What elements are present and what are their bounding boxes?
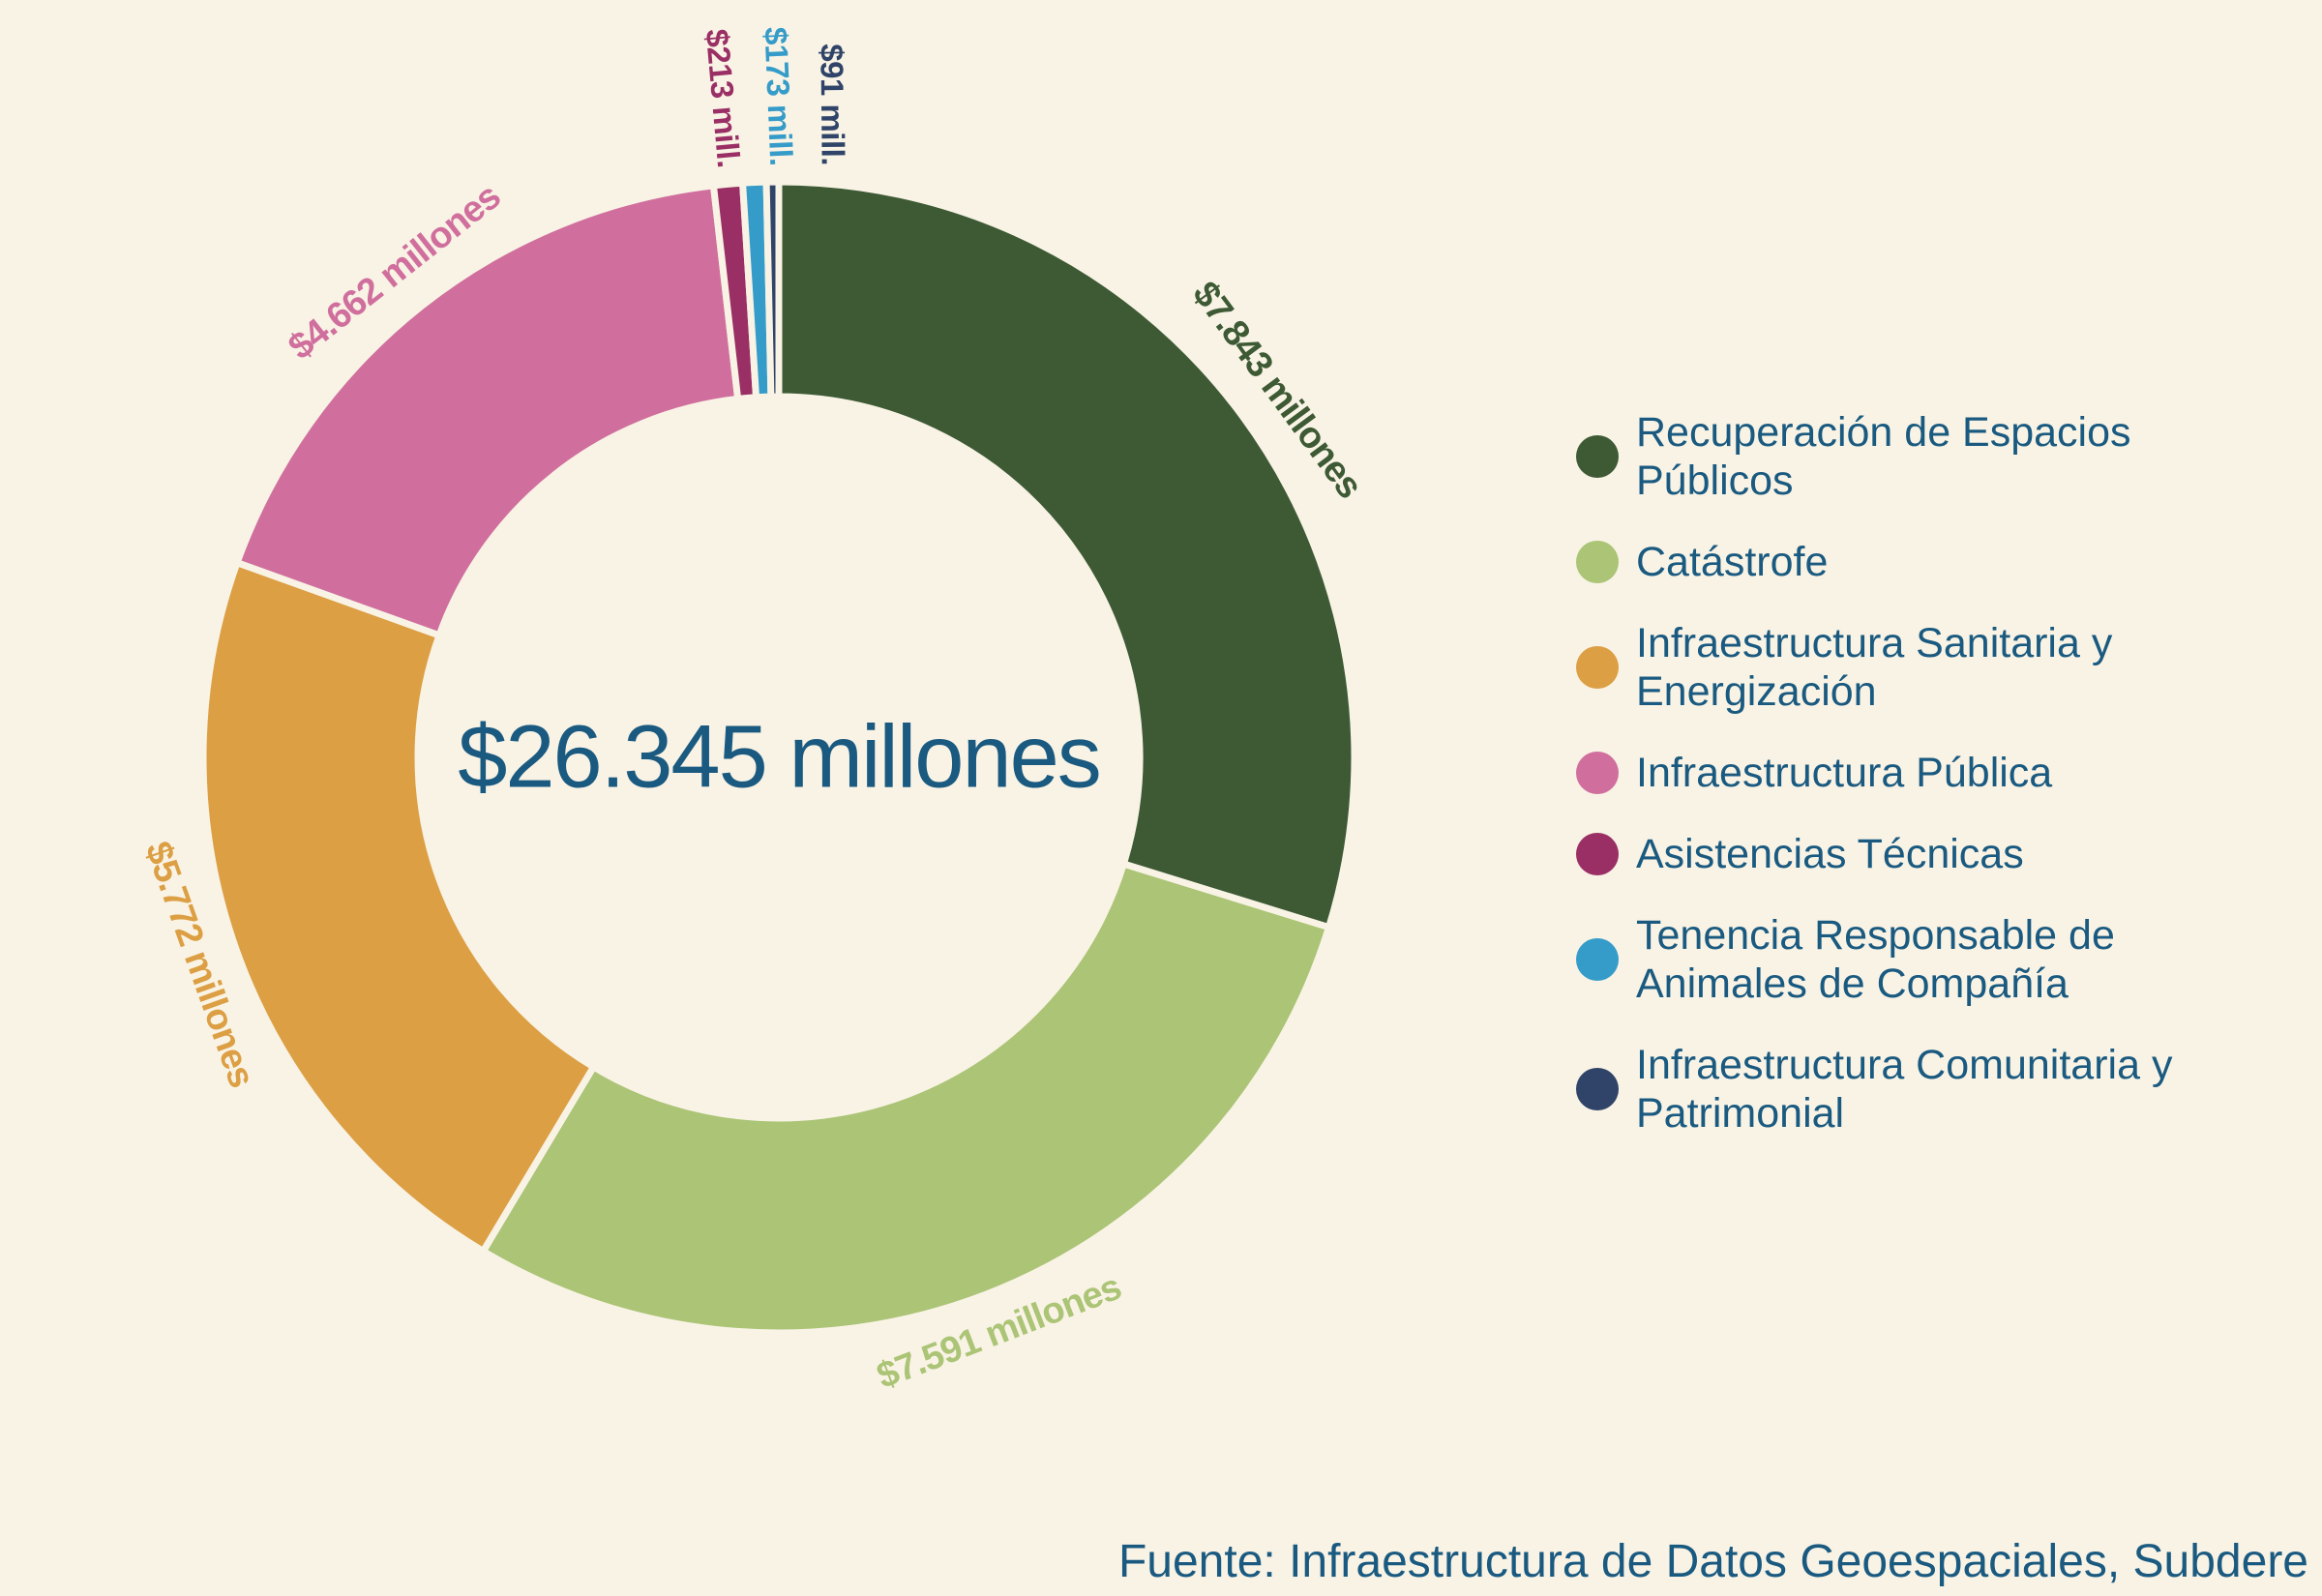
donut-slice-1 <box>479 860 1332 1337</box>
legend-item-2: Infraestructura Sanitaria y Energización <box>1576 619 2215 716</box>
donut-center-total: $26.345 millones <box>458 707 1102 807</box>
legend-item-6: Infraestructura Comunitaria y Patrimonia… <box>1576 1041 2215 1138</box>
legend-dot-3 <box>1576 752 1619 794</box>
source-note: Fuente: Infraestructura de Datos Geoespa… <box>1117 1536 2308 1587</box>
donut-slice-0 <box>775 178 1358 931</box>
legend-label-2: Infraestructura Sanitaria y Energización <box>1636 620 2113 715</box>
legend-dot-2 <box>1576 646 1619 689</box>
legend-item-3: Infraestructura Pública <box>1576 749 2215 797</box>
legend-item-0: Recuperación de Espacios Públicos <box>1576 408 2215 505</box>
legend-label-5: Tenencia Responsable de Animales de Comp… <box>1636 912 2115 1007</box>
slice-value-label-5: $173 mill. <box>758 26 799 166</box>
donut-slice-6 <box>762 178 783 400</box>
legend-dot-1 <box>1576 541 1619 583</box>
legend-item-1: Catástrofe <box>1576 538 2215 586</box>
legend-dot-0 <box>1576 435 1619 478</box>
legend-dot-4 <box>1576 833 1619 875</box>
legend-label-4: Asistencias Técnicas <box>1636 831 2024 877</box>
slice-value-label-4: $213 mill. <box>700 27 748 168</box>
legend-dot-6 <box>1576 1068 1619 1110</box>
donut-slice-3 <box>233 182 742 639</box>
donut-slice-2 <box>199 559 597 1256</box>
legend-dot-5 <box>1576 938 1619 981</box>
legend-label-6: Infraestructura Comunitaria y Patrimonia… <box>1636 1042 2173 1137</box>
legend-item-5: Tenencia Responsable de Animales de Comp… <box>1576 911 2215 1008</box>
legend-label-3: Infraestructura Pública <box>1636 750 2053 796</box>
legend: Recuperación de Espacios Públicos Catástr… <box>1576 408 2215 1138</box>
legend-label-0: Recuperación de Espacios Públicos <box>1636 409 2131 504</box>
slice-value-label-6: $91 mill. <box>814 44 850 165</box>
legend-item-4: Asistencias Técnicas <box>1576 830 2215 878</box>
legend-label-1: Catástrofe <box>1636 539 1829 585</box>
